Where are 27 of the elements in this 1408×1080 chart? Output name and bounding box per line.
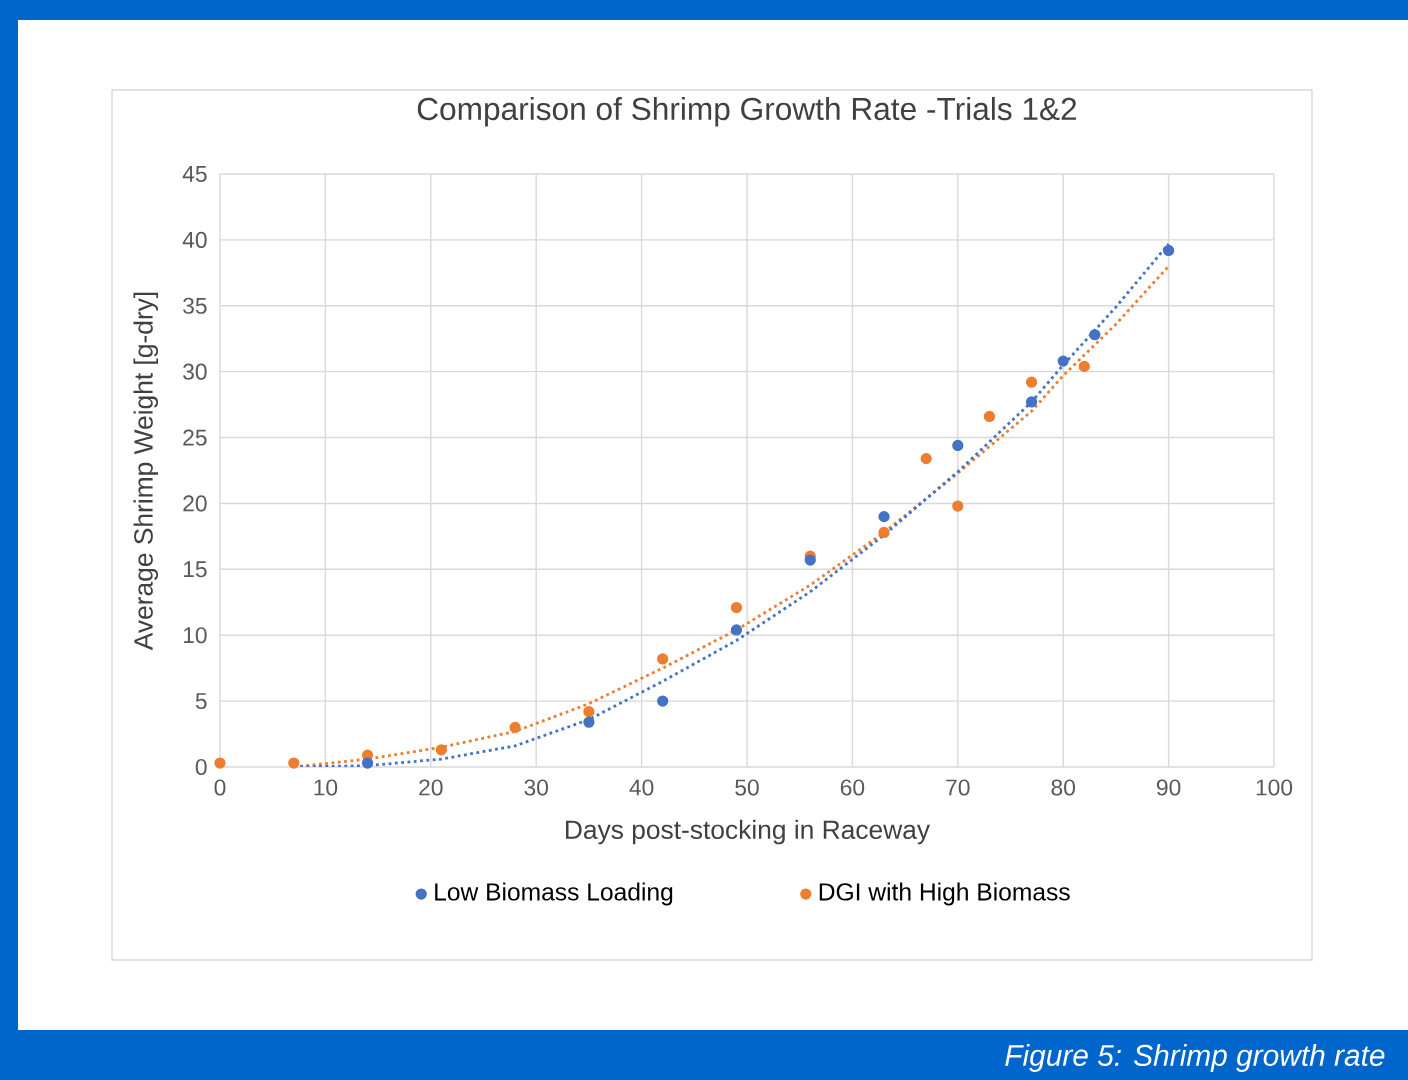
x-tick-label: 0 [214, 779, 226, 796]
y-tick-label: 45 [182, 166, 207, 182]
x-tick-label: 60 [840, 779, 865, 796]
x-axis-title: Days post-stocking in Raceway [566, 819, 930, 845]
y-tick-label: 35 [183, 297, 207, 314]
y-tick-label: 10 [183, 627, 207, 644]
x-tick-label: 70 [946, 779, 970, 796]
x-tick-label: 50 [735, 779, 759, 796]
y-tick-label: 30 [183, 363, 207, 380]
x-tick-label: 10 [314, 779, 338, 796]
y-tick-label: 25 [183, 429, 207, 446]
x-tick-label: 80 [1051, 779, 1075, 796]
chart-title: Comparison of Shrimp Growth Rate -Trials 1&2 [417, 96, 1077, 127]
legend-label: Low Biomass Loading [435, 882, 673, 906]
y-tick-label: 15 [183, 561, 207, 578]
y-tick-label: 5 [195, 693, 207, 710]
x-tick-label: 20 [419, 779, 443, 796]
y-tick-label: 0 [195, 758, 207, 776]
y-tick-label: 40 [182, 231, 207, 248]
caption: Figure 5: Shrimp growth rate [1005, 1044, 1385, 1072]
y-axis-title: Average Shrimp Weight [g-dry] [133, 292, 159, 651]
x-tick-label: 90 [1156, 779, 1181, 796]
y-tick-label: 20 [183, 495, 207, 512]
legend-label: DGI with High Biomass [819, 882, 1070, 906]
x-tick-label: 40 [629, 779, 654, 796]
x-tick-label: 100 [1256, 779, 1293, 796]
x-tick-label: 30 [524, 779, 548, 796]
